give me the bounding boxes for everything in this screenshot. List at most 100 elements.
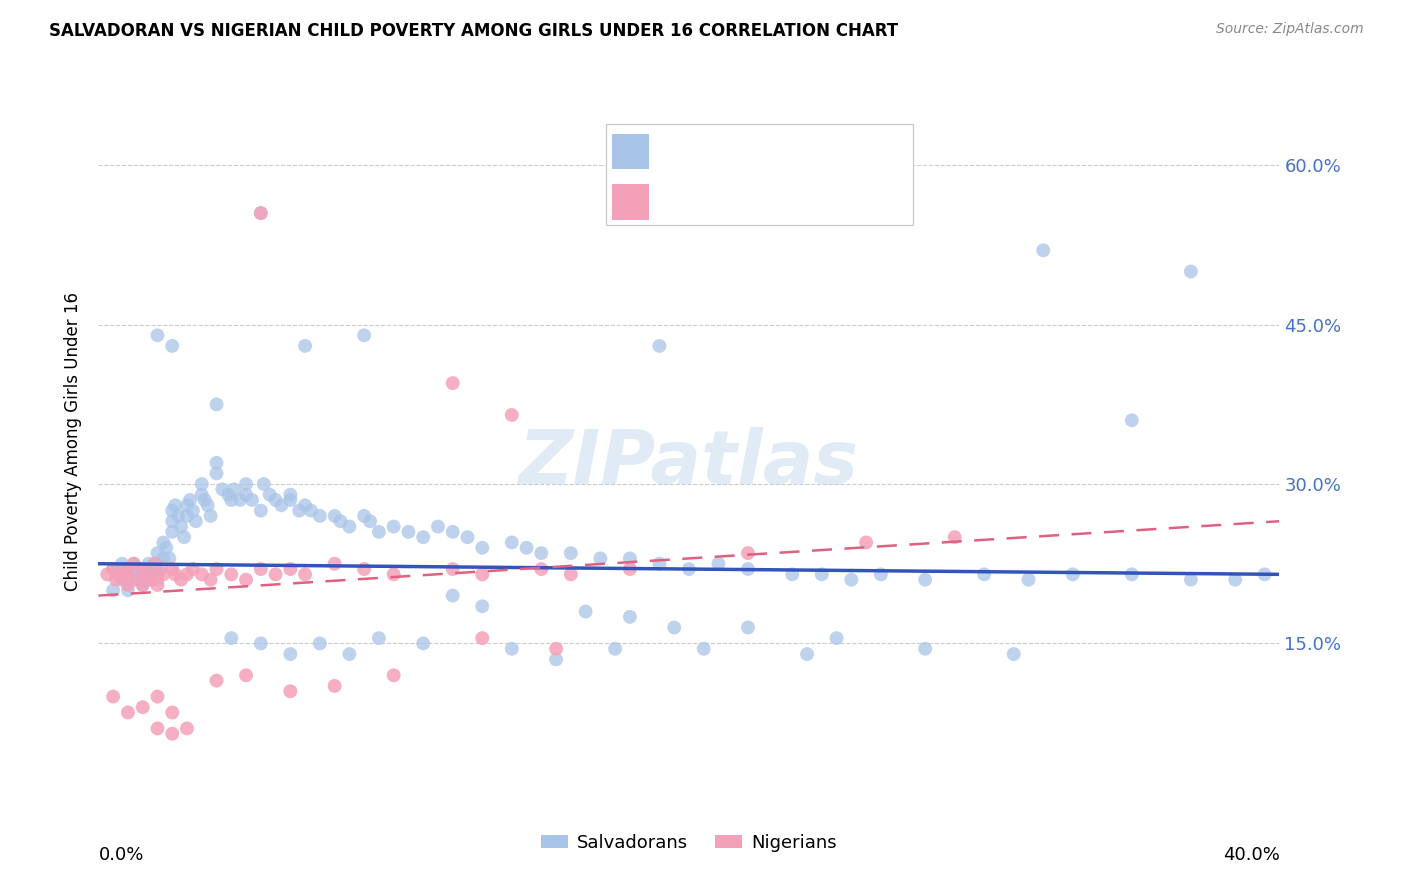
Point [259, 488, 281, 502]
Point [135, 567, 157, 582]
Point [560, 546, 582, 560]
Point [664, 620, 686, 634]
Point [546, 652, 568, 666]
Point [427, 519, 450, 533]
Point [117, 583, 139, 598]
Point [141, 573, 163, 587]
Point [155, 541, 177, 555]
Point [825, 631, 848, 645]
Point [619, 610, 641, 624]
Point [605, 641, 627, 656]
Point [205, 397, 228, 411]
Point [103, 583, 125, 598]
Point [141, 573, 163, 587]
Point [132, 562, 155, 576]
Point [250, 206, 273, 220]
Point [165, 498, 187, 512]
Point [114, 562, 136, 576]
Point [170, 573, 193, 587]
Point [796, 647, 818, 661]
Point [412, 636, 434, 650]
Point [162, 503, 183, 517]
Point [103, 690, 125, 704]
Point [191, 567, 214, 582]
Point [441, 562, 464, 576]
Point [146, 567, 169, 582]
Text: SALVADORAN VS NIGERIAN CHILD POVERTY AMONG GIRLS UNDER 16 CORRELATION CHART: SALVADORAN VS NIGERIAN CHILD POVERTY AMO… [49, 22, 898, 40]
Point [280, 684, 302, 698]
Point [270, 498, 292, 512]
Point [200, 573, 222, 587]
Point [221, 631, 243, 645]
Point [294, 567, 316, 582]
Point [162, 514, 183, 528]
Point [105, 573, 128, 587]
Point [530, 546, 553, 560]
Point [516, 541, 538, 555]
Point [146, 722, 169, 736]
Point [471, 631, 494, 645]
Point [152, 551, 174, 566]
Point [125, 573, 148, 587]
Point [125, 562, 148, 576]
Point [294, 339, 316, 353]
Point [250, 562, 273, 576]
Text: ZIPatlas: ZIPatlas [519, 426, 859, 500]
Point [1018, 573, 1040, 587]
Point [240, 493, 263, 508]
Point [205, 562, 228, 576]
Point [211, 483, 233, 497]
Point [329, 514, 352, 528]
Point [125, 573, 148, 587]
Text: Source: ZipAtlas.com: Source: ZipAtlas.com [1216, 22, 1364, 37]
Point [471, 599, 494, 614]
Point [141, 567, 163, 582]
Point [194, 493, 217, 508]
Point [181, 562, 204, 576]
Point [146, 567, 169, 582]
Point [841, 573, 863, 587]
Point [179, 493, 201, 508]
Point [205, 673, 228, 688]
Point [382, 519, 405, 533]
Point [398, 524, 420, 539]
Point [205, 467, 228, 481]
Point [353, 328, 375, 343]
Point [132, 562, 155, 576]
Point [146, 328, 169, 343]
Point [235, 488, 257, 502]
Point [1225, 573, 1247, 587]
Point [353, 508, 375, 523]
Point [191, 488, 214, 502]
Point [135, 567, 157, 582]
Point [870, 567, 893, 582]
Point [235, 477, 257, 491]
Point [217, 488, 239, 502]
Point [280, 493, 302, 508]
Point [280, 647, 302, 661]
Point [546, 641, 568, 656]
Point [1121, 413, 1143, 427]
Point [176, 722, 198, 736]
Point [1032, 244, 1054, 258]
Point [143, 557, 166, 571]
Point [235, 668, 257, 682]
Point [619, 562, 641, 576]
Point [117, 578, 139, 592]
Point [441, 524, 464, 539]
Point [173, 530, 195, 544]
Point [111, 567, 134, 582]
Point [737, 546, 759, 560]
Text: 0.0%: 0.0% [98, 847, 143, 864]
Point [648, 339, 671, 353]
Point [309, 508, 332, 523]
Point [914, 573, 936, 587]
Point [205, 456, 228, 470]
Point [132, 562, 155, 576]
Point [167, 508, 190, 523]
Point [589, 551, 612, 566]
Point [382, 668, 405, 682]
Text: 40.0%: 40.0% [1223, 847, 1279, 864]
Point [191, 477, 214, 491]
Point [288, 503, 311, 517]
